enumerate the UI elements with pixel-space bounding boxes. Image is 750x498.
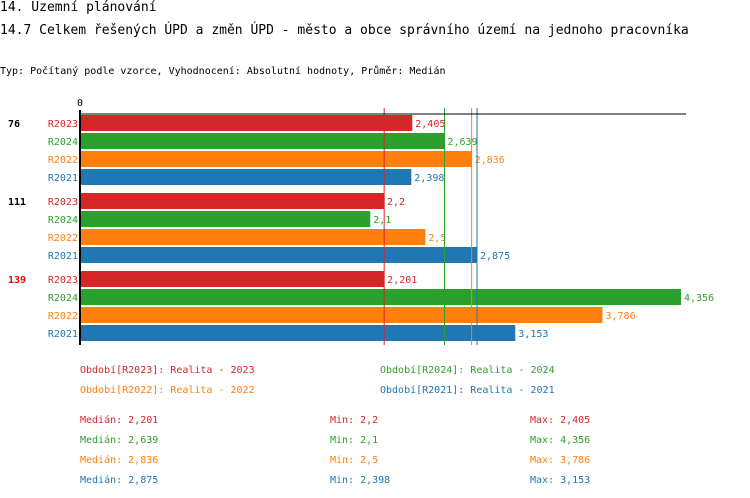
series-label: R2023 [48, 275, 78, 286]
stat-min: Min: 2,1 [330, 435, 378, 446]
bar [81, 151, 472, 167]
bar [81, 271, 385, 287]
category-label: 111 [8, 197, 26, 208]
data-label: 2,1 [373, 215, 391, 226]
stat-max: Max: 2,405 [530, 415, 590, 426]
stat-median: Medián: 2,875 [80, 474, 158, 486]
stat-max: Max: 4,356 [530, 435, 590, 446]
data-label: 2,405 [415, 119, 445, 130]
series-label: R2024 [48, 137, 78, 148]
series-label: R2021 [48, 251, 78, 262]
bar [81, 229, 426, 245]
section-title: 14. Územní plánování [0, 0, 157, 15]
data-label: 2,639 [447, 137, 477, 148]
data-label: 2,2 [387, 197, 405, 208]
data-label: 3,786 [605, 311, 635, 322]
series-label: R2024 [48, 215, 78, 226]
data-label: 2,875 [480, 251, 510, 262]
legend-item: Období[R2022]: Realita - 2022 [80, 384, 255, 396]
data-label: 3,153 [518, 329, 548, 340]
legend-item: Období[R2024]: Realita - 2024 [380, 364, 555, 376]
series-label: R2021 [48, 173, 78, 184]
legend-item: Období[R2023]: Realita - 2023 [80, 364, 255, 376]
stat-median: Medián: 2,201 [80, 414, 158, 426]
bar [81, 211, 371, 227]
bar [81, 307, 603, 323]
category-label: 139 [8, 275, 26, 286]
data-label: 2,836 [475, 155, 505, 166]
bar [81, 289, 681, 305]
bar [81, 115, 413, 131]
bar [81, 247, 478, 263]
series-label: R2023 [48, 197, 78, 208]
stat-min: Min: 2,398 [330, 475, 390, 486]
x-tick-label: 0 [77, 98, 83, 109]
stat-median: Medián: 2,836 [80, 454, 158, 466]
bar [81, 193, 385, 209]
series-label: R2022 [48, 233, 78, 244]
bar [81, 325, 516, 341]
series-label: R2021 [48, 329, 78, 340]
data-label: 2,201 [387, 275, 417, 286]
stat-min: Min: 2,2 [330, 415, 378, 426]
category-label: 76 [8, 119, 20, 130]
series-label: R2024 [48, 293, 78, 304]
data-label: 2,398 [414, 173, 444, 184]
series-label: R2023 [48, 119, 78, 130]
stat-max: Max: 3,153 [530, 475, 590, 486]
chart-title: 14.7 Celkem řešených ÚPD a změn ÚPD - mě… [0, 23, 689, 38]
legend-item: Období[R2021]: Realita - 2021 [380, 384, 555, 396]
chart-subtitle: Typ: Počítaný podle vzorce, Vyhodnocení:… [0, 66, 446, 77]
stat-min: Min: 2,5 [330, 455, 378, 466]
series-label: R2022 [48, 311, 78, 322]
stat-max: Max: 3,786 [530, 455, 590, 466]
bar [81, 133, 445, 149]
stat-median: Medián: 2,639 [80, 434, 158, 446]
data-label: 2,5 [428, 233, 446, 244]
bar [81, 169, 412, 185]
data-label: 4,356 [684, 293, 714, 304]
series-label: R2022 [48, 155, 78, 166]
